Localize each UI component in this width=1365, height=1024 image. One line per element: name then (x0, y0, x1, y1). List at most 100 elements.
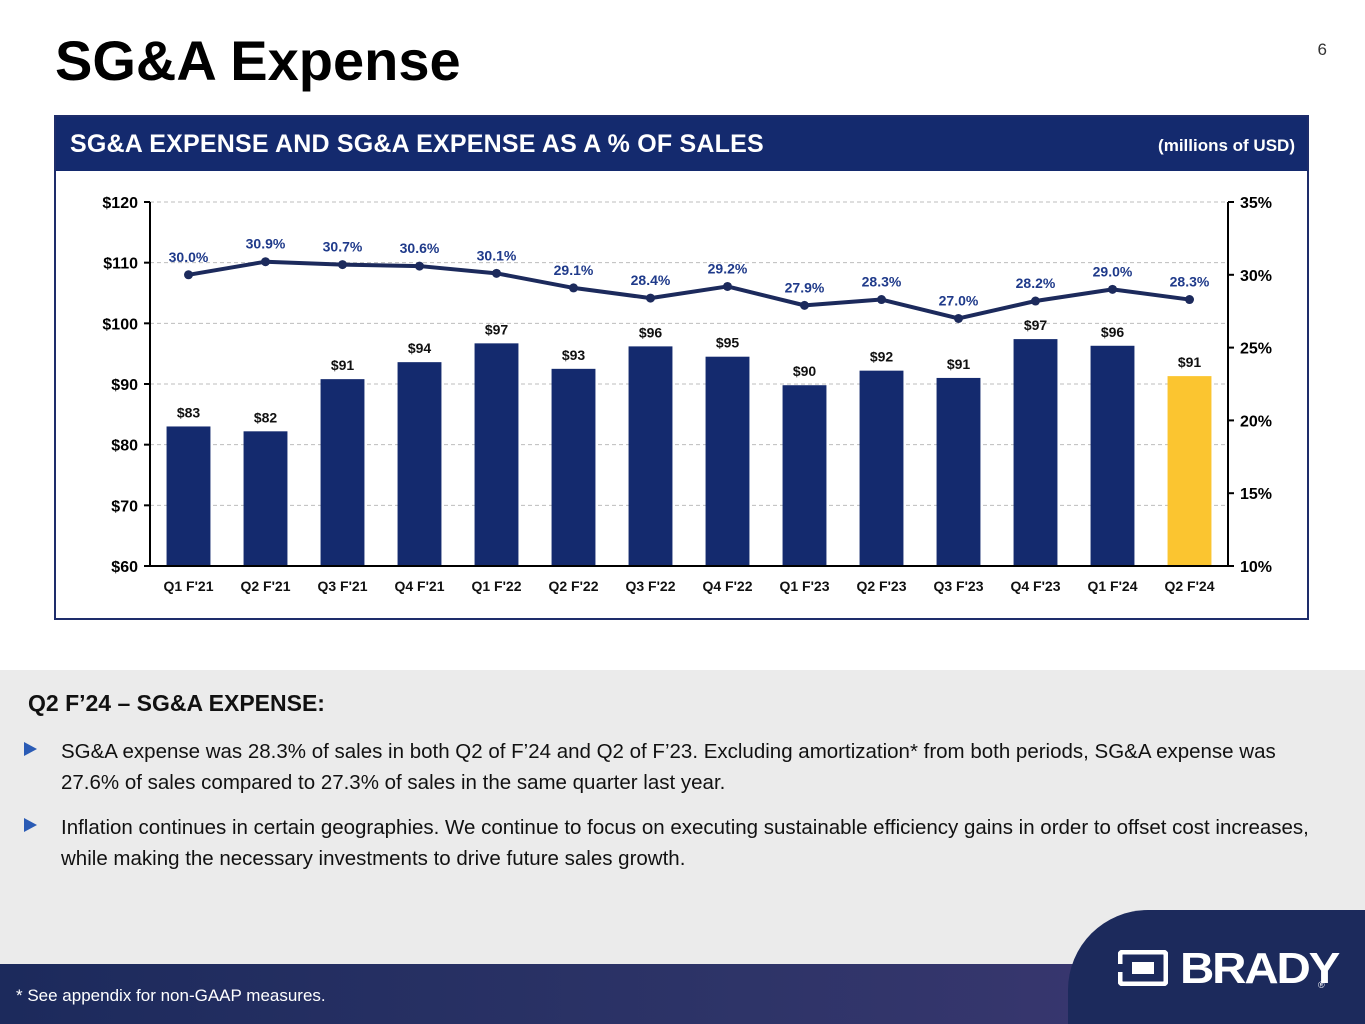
bar-value-label: $92 (870, 349, 894, 365)
page-number: 6 (1317, 40, 1327, 59)
bar (320, 379, 365, 566)
category-label: Q1 F'24 (1087, 578, 1137, 594)
right-axis-tick-label: 30% (1240, 268, 1272, 285)
bar-value-label: $90 (793, 363, 817, 379)
bar-value-label: $91 (331, 357, 355, 373)
pct-value-label: 30.1% (477, 247, 517, 263)
pct-value-label: 28.2% (1016, 275, 1056, 291)
pct-point (184, 270, 193, 280)
pct-point (877, 295, 886, 305)
category-label: Q1 F'21 (163, 578, 213, 594)
left-axis-tick-label: $70 (111, 498, 138, 515)
bar (705, 356, 750, 566)
pct-value-label: 27.9% (785, 279, 825, 295)
bar (782, 385, 827, 566)
chart-title: SG&A EXPENSE AND SG&A EXPENSE AS A % OF … (70, 130, 764, 158)
bullet-text: SG&A expense was 28.3% of sales in both … (61, 740, 1276, 794)
category-label: Q4 F'22 (702, 578, 752, 594)
pct-point (261, 257, 270, 267)
bullet-item: Inflation continues in certain geographi… (24, 812, 1314, 874)
bullet-arrow-icon (24, 742, 37, 756)
category-label: Q2 F'22 (548, 578, 598, 594)
pct-point (646, 293, 655, 303)
bar (166, 426, 211, 566)
bar (1013, 339, 1058, 566)
right-axis-tick-label: 15% (1240, 486, 1272, 503)
bar-value-label: $94 (408, 340, 432, 356)
page-title: SG&A Expense (55, 29, 461, 92)
footnote: * See appendix for non-GAAP measures. (16, 986, 326, 1005)
left-axis-tick-label: $80 (111, 438, 138, 455)
pct-point (723, 281, 732, 291)
pct-of-sales-line (188, 259, 1190, 321)
category-label: Q1 F'23 (779, 578, 829, 594)
axis-layer: $60 $70 $80 $90 $100 $110 $120 10% 15% 20% 25% 30% 3… (102, 195, 1272, 594)
pct-point (800, 300, 809, 310)
bar (397, 362, 442, 566)
pct-value-label: 28.3% (862, 274, 902, 290)
bar (936, 377, 981, 566)
bar-value-label: $97 (485, 321, 509, 337)
bar-value-label: $97 (1024, 317, 1048, 333)
pct-value-label: 30.6% (400, 240, 440, 256)
pct-point (1031, 296, 1040, 306)
sga-combo-chart: $60 $70 $80 $90 $100 $110 $120 10% 15% 20% 25% 30% 3… (102, 195, 1272, 594)
chart-panel: SG&A EXPENSE AND SG&A EXPENSE AS A % OF … (54, 115, 1309, 620)
pct-value-label: 29.1% (554, 262, 594, 278)
category-label: Q3 F'21 (317, 578, 367, 594)
bar (243, 431, 288, 566)
category-label: Q3 F'22 (625, 578, 675, 594)
pct-point (415, 261, 424, 271)
pct-value-label: 29.0% (1093, 263, 1133, 279)
pct-point (569, 283, 578, 293)
commentary-heading: Q2 F’24 – SG&A EXPENSE: (28, 690, 325, 716)
bar-value-label: $96 (639, 324, 663, 340)
registered-mark: ® (1318, 980, 1325, 990)
category-label: Q2 F'24 (1164, 578, 1214, 594)
line-layer (184, 257, 1194, 323)
right-axis-tick-label: 20% (1240, 413, 1272, 430)
pct-value-label: 30.9% (246, 236, 286, 252)
brady-mark-icon (1118, 950, 1168, 986)
pct-value-label: 30.0% (169, 249, 209, 265)
bar (551, 368, 596, 566)
bar-value-label: $95 (716, 335, 740, 351)
bar-value-label: $82 (254, 409, 278, 425)
commentary-bullets: SG&A expense was 28.3% of sales in both … (24, 736, 1314, 888)
bar (859, 370, 904, 566)
logo-tab: BRADY ® (1068, 910, 1365, 1024)
chart-header: SG&A EXPENSE AND SG&A EXPENSE AS A % OF … (56, 117, 1307, 171)
bar (628, 346, 673, 566)
pct-point (1185, 295, 1194, 305)
bullet-text: Inflation continues in certain geographi… (61, 816, 1309, 870)
category-label: Q2 F'23 (856, 578, 906, 594)
category-label: Q4 F'23 (1010, 578, 1060, 594)
pct-point (338, 260, 347, 270)
right-axis-tick-label: 10% (1240, 559, 1272, 576)
grid-layer (150, 201, 1228, 506)
bar-value-label: $83 (177, 404, 201, 420)
left-axis-tick-label: $60 (111, 559, 138, 576)
bar (1167, 376, 1212, 566)
category-label: Q2 F'21 (240, 578, 290, 594)
left-axis-tick-label: $90 (111, 377, 138, 394)
right-axis-tick-label: 25% (1240, 341, 1272, 358)
brady-logo: BRADY ® (1118, 944, 1340, 993)
bar-value-label: $91 (947, 356, 971, 372)
pct-point (1108, 284, 1117, 294)
bar-value-label: $93 (562, 347, 586, 363)
bullet-item: SG&A expense was 28.3% of sales in both … (24, 736, 1314, 798)
pct-value-label: 29.2% (708, 260, 748, 276)
label-layer: $83 $82 $91 $94 $97 $93 $96 $95 $90 $92 $91 $97 $96 $… (169, 236, 1210, 426)
bar (1090, 345, 1135, 566)
pct-value-label: 30.7% (323, 239, 363, 255)
bar-layer (166, 339, 1212, 566)
pct-point (492, 268, 501, 278)
bar-value-label: $91 (1178, 354, 1202, 370)
category-label: Q4 F'21 (394, 578, 444, 594)
category-label: Q1 F'22 (471, 578, 521, 594)
brady-logo-text: BRADY (1180, 944, 1340, 993)
commentary-panel: Q2 F’24 – SG&A EXPENSE: SG&A expense was… (0, 670, 1365, 964)
bar-value-label: $96 (1101, 324, 1125, 340)
chart-units: (millions of USD) (1158, 136, 1295, 155)
